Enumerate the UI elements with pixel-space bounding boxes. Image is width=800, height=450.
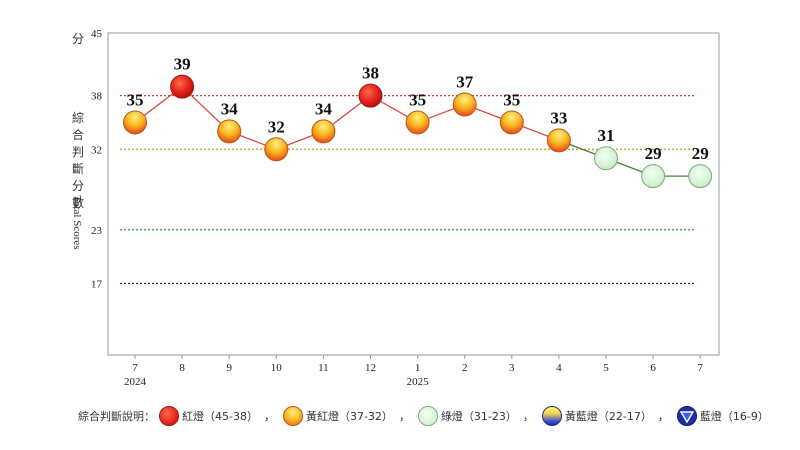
x-year-label: 2024 [124,376,147,388]
data-point-yellow-red [499,110,524,135]
red-light-icon [159,406,179,426]
y-tick-label: 38 [91,91,103,103]
legend-item-yellow-red: 黃紅燈（37-32） [282,406,393,426]
legend-title: 綜合判斷說明： [78,410,155,423]
y-tick-label: 45 [91,28,103,40]
data-label: 35 [127,90,144,109]
x-tick-label: 10 [271,362,283,374]
data-label: 38 [362,64,379,83]
data-label: 29 [692,144,709,163]
data-label: 33 [550,108,567,127]
legend-item-yellow-blue: 黃藍燈（22-17） [541,406,652,426]
data-point-yellow-red [452,92,477,117]
data-label: 35 [503,90,520,109]
x-tick-label: 2 [462,362,468,374]
data-point-yellow-red [405,110,430,135]
legend-item-red: 紅燈（45-38） [159,406,258,426]
x-tick-label: 11 [318,362,329,374]
y-tick-label: 23 [91,225,103,237]
data-label: 39 [174,55,191,74]
legend-label-yellow-red: 黃紅燈（37-32） [305,410,393,423]
data-point-green [688,164,713,189]
data-point-yellow-red [546,128,571,153]
y-tick-label: 17 [91,278,103,290]
x-tick-label: 4 [556,362,562,374]
legend-separator: ， [263,410,275,423]
data-label: 29 [645,144,662,163]
data-label: 37 [456,73,474,92]
legend-item-green: 綠燈（31-23） [417,406,517,426]
data-point-yellow-red [311,119,336,144]
y-axis-unit: 分 [72,32,84,46]
plot-frame [107,32,720,356]
yellow-red-light-icon [282,406,303,426]
data-point-green [594,146,618,171]
y-axis-label-char: 綜 [72,111,84,125]
data-label: 32 [268,117,285,136]
data-label: 35 [409,90,426,109]
x-tick-label: 8 [179,362,185,374]
legend-separator: ， [522,410,534,423]
data-point-yellow-red [123,110,147,135]
y-axis-label-char: 判 [72,145,84,159]
data-label: 34 [315,99,333,118]
x-tick-label: 7 [697,362,703,374]
x-year-label: 2025 [407,376,430,388]
y-axis-label-char: 斷 [72,162,84,176]
yellow-blue-light-icon [541,406,562,426]
legend-label-yellow-blue: 黃藍燈（22-17） [564,410,652,423]
x-tick-label: 3 [509,362,515,374]
data-label: 34 [221,99,239,118]
y-axis-label-char: 分 [72,179,84,193]
legend-label-blue: 藍燈（16-9） [699,410,769,423]
y-axis-label-char: 數 [72,196,84,210]
data-label: 31 [598,126,615,145]
y-axis-label-char: 合 [72,127,84,142]
x-tick-label: 7 [132,362,138,374]
legend-label-red: 紅燈（45-38） [182,410,258,423]
legend-separator: ， [657,410,669,423]
x-tick-label: 12 [365,362,376,374]
y-tick-label: 32 [91,144,102,156]
x-tick-label: 9 [226,362,232,374]
data-point-red [358,83,383,108]
x-tick-label: 6 [650,362,656,374]
legend: 綜合判斷說明： 紅燈（45-38） ， 黃紅燈（37-32） ， 綠燈（31-2… [78,404,769,428]
data-point-red [170,74,195,99]
data-point-yellow-red [217,119,242,144]
green-light-icon [417,406,438,426]
y-axis-label-en: Total Scores [71,195,83,250]
data-point-yellow-red [264,137,289,162]
blue-light-icon [676,406,697,426]
x-tick-label: 1 [415,362,421,374]
data-point-green [641,164,666,189]
x-tick-label: 5 [603,362,609,374]
legend-item-blue: 藍燈（16-9） [676,406,769,426]
legend-separator: ， [398,410,410,423]
legend-label-green: 綠燈（31-23） [440,410,517,423]
